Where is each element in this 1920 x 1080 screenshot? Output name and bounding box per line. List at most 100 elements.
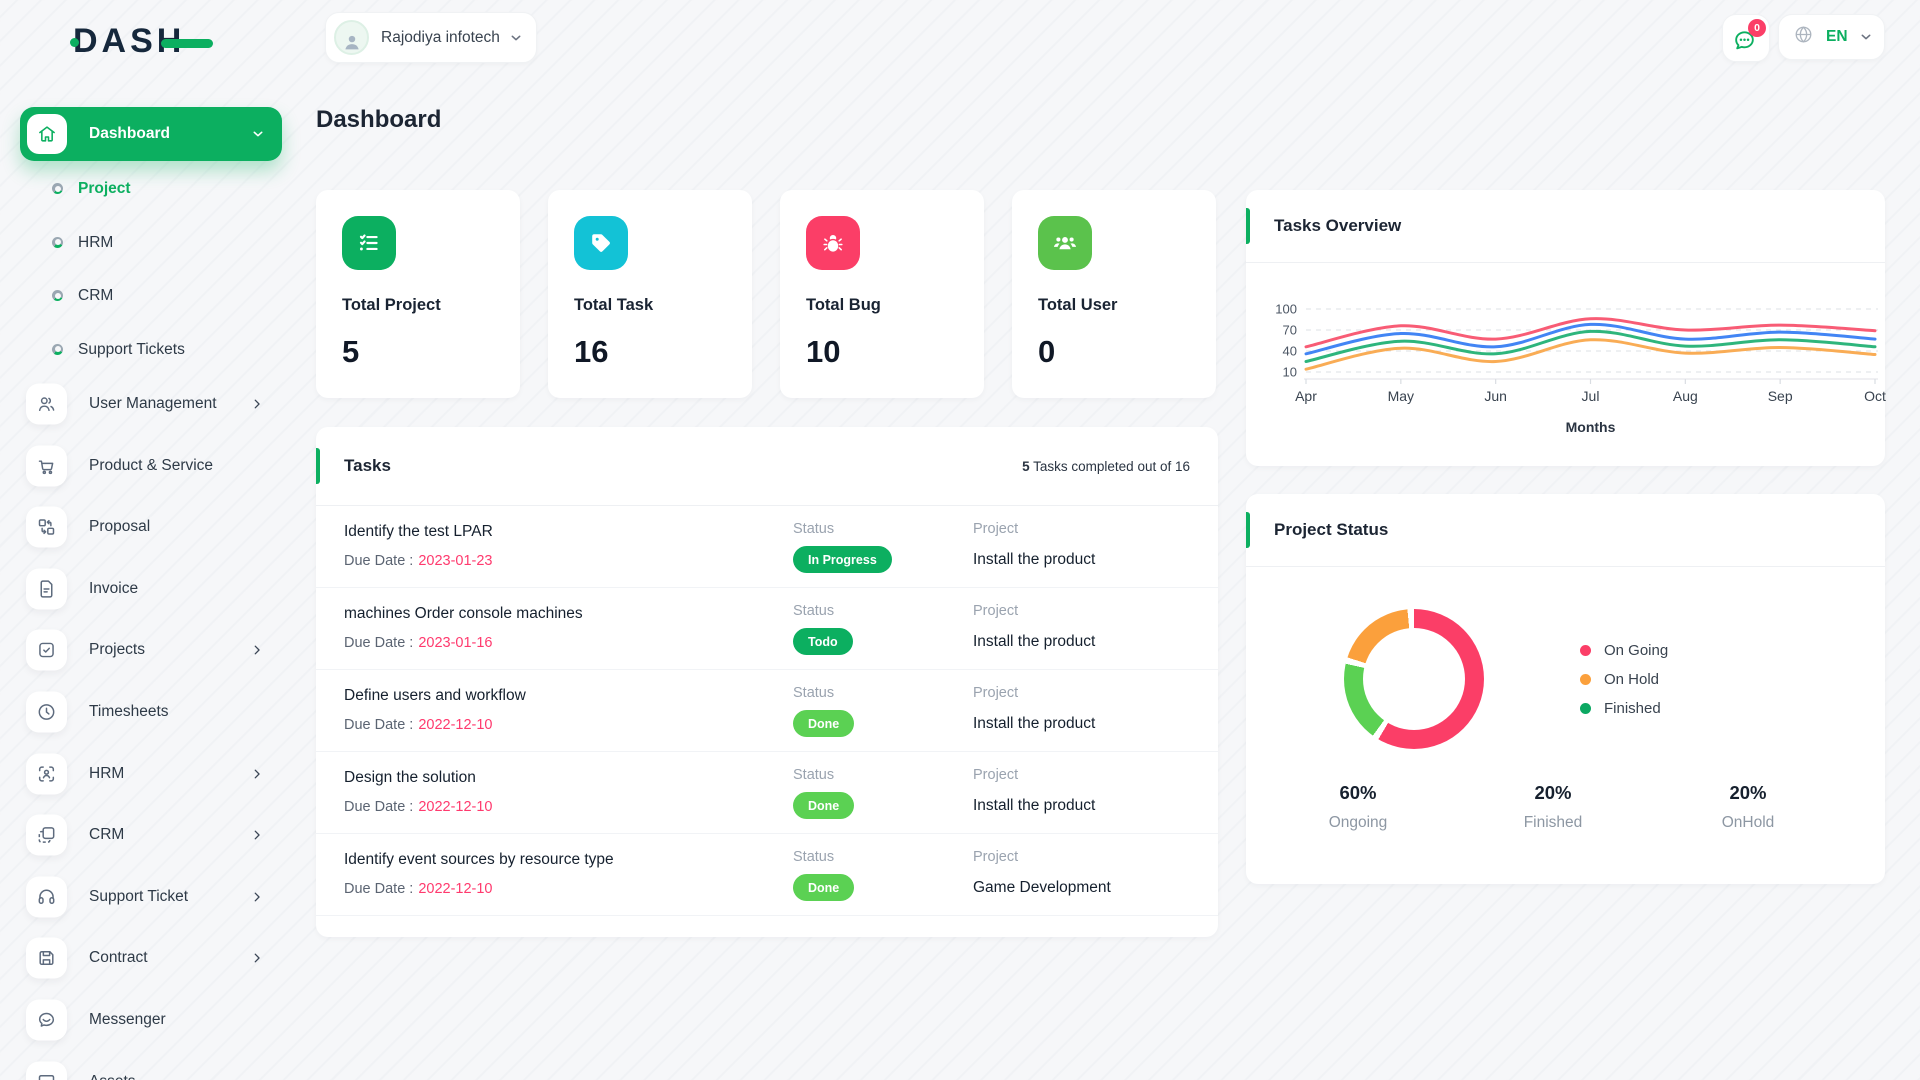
status-badge: Done — [793, 792, 855, 819]
legend-dot-icon — [1580, 645, 1591, 656]
sidebar-item-contract[interactable]: Contract — [0, 929, 300, 987]
sidebar-item-timesheets[interactable]: Timesheets — [0, 683, 300, 741]
due-date-label: Due Date : — [344, 799, 414, 815]
stat-value: 0 — [1038, 334, 1056, 369]
messages-button[interactable]: 0 — [1722, 14, 1770, 62]
sidebar-item-assets[interactable]: Assets — [0, 1053, 300, 1080]
sidebar-item-dashboard[interactable]: Dashboard — [20, 107, 282, 161]
company-selector[interactable]: Rajodiya infotech — [325, 12, 537, 63]
sidebar-item-hrm[interactable]: HRM — [0, 745, 300, 803]
status-stat-value: 20% — [1534, 782, 1572, 803]
chevron-down-icon — [1858, 29, 1874, 45]
status-stat-label: Ongoing — [1328, 814, 1388, 831]
task-project: Install the product — [973, 797, 1096, 814]
sidebar-item-proposal[interactable]: Proposal — [0, 498, 300, 556]
sidebar-item-label: HRM — [89, 764, 125, 782]
sidebar-item-product-service[interactable]: Product & Service — [0, 437, 300, 495]
due-date-label: Due Date : — [344, 717, 414, 733]
task-name: Design the solution — [344, 769, 476, 786]
stat-card-total-task: Total Task 16 — [548, 190, 752, 398]
task-row[interactable]: Identify event sources by resource type … — [316, 834, 1218, 916]
messenger-icon — [26, 999, 67, 1041]
proposal-icon — [26, 506, 67, 548]
project-column-label: Project — [973, 685, 1019, 701]
sidebar-subitem-crm[interactable]: CRM — [0, 271, 300, 321]
due-date-value: 2022-12-10 — [418, 799, 493, 815]
cart-icon — [26, 445, 67, 487]
page-title: Dashboard — [316, 106, 442, 133]
project-status-donut-chart — [1344, 609, 1484, 749]
chevron-right-icon — [250, 643, 264, 657]
task-row[interactable]: machines Order console machines Due Date… — [316, 588, 1218, 670]
logo-dot-icon — [70, 38, 79, 47]
bullet-icon — [52, 290, 63, 301]
tasks-overview-header: Tasks Overview — [1246, 190, 1885, 263]
hrm-icon — [26, 753, 67, 795]
task-name: Define users and workflow — [344, 687, 526, 704]
task-project: Game Development — [973, 879, 1111, 896]
stat-card-total-project: Total Project 5 — [316, 190, 520, 398]
sidebar-item-projects[interactable]: Projects — [0, 621, 300, 679]
bug-icon — [806, 216, 860, 270]
task-name: Identify event sources by resource type — [344, 851, 614, 868]
status-stat-label: Finished — [1523, 814, 1583, 831]
svg-text:Oct: Oct — [1864, 388, 1886, 404]
bullet-icon — [52, 236, 63, 248]
stat-label: Total Project — [342, 296, 441, 314]
chevron-right-icon — [250, 951, 264, 965]
svg-text:70: 70 — [1283, 323, 1297, 338]
sidebar-item-user-management[interactable]: User Management — [0, 375, 300, 433]
status-stat-label: OnHold — [1721, 814, 1775, 831]
svg-text:Jul: Jul — [1582, 388, 1600, 404]
sidebar-item-invoice[interactable]: Invoice — [0, 560, 300, 618]
sidebar-item-label: Proposal — [89, 518, 151, 536]
sidebar-subitem-hrm[interactable]: HRM — [0, 218, 300, 268]
legend-item: On Going — [1580, 636, 1668, 665]
tasks-overview-title: Tasks Overview — [1274, 216, 1402, 235]
chevron-right-icon — [250, 828, 264, 842]
task-row[interactable]: Define users and workflow Due Date :2022… — [316, 670, 1218, 752]
legend-dot-icon — [1580, 703, 1591, 714]
sidebar-item-label: Timesheets — [89, 703, 169, 720]
sidebar-item-crm[interactable]: CRM — [0, 806, 300, 864]
sidebar-subitem-label: Project — [78, 180, 131, 197]
usersgroup-icon — [1038, 216, 1092, 270]
chevron-right-icon — [250, 767, 264, 781]
stat-value: 16 — [574, 334, 609, 369]
users-icon — [26, 383, 67, 425]
chevron-down-icon — [250, 126, 266, 147]
task-row[interactable]: Identify the test LPAR Due Date :2023-01… — [316, 506, 1218, 588]
crm-icon — [26, 814, 67, 856]
svg-text:May: May — [1388, 388, 1414, 404]
sidebar-item-messenger[interactable]: Messenger — [0, 991, 300, 1049]
tasks-summary: 5 Tasks completed out of 16 — [1022, 459, 1190, 474]
logo-dash-icon — [161, 39, 213, 48]
due-date-value: 2022-12-10 — [418, 881, 493, 897]
stat-value: 5 — [342, 334, 360, 369]
sidebar-subitem-label: HRM — [78, 233, 114, 251]
due-date-value: 2023-01-23 — [418, 553, 493, 569]
sidebar-subitem-support-tickets[interactable]: Support Tickets — [0, 325, 300, 375]
stat-label: Total Bug — [806, 296, 881, 314]
status-column-label: Status — [793, 521, 835, 537]
avatar — [334, 20, 369, 55]
stat-card-total-user: Total User 0 — [1012, 190, 1216, 398]
project-column-label: Project — [973, 849, 1019, 865]
status-column-label: Status — [793, 767, 835, 783]
legend-label: On Going — [1604, 642, 1669, 659]
sidebar-subitem-project[interactable]: Project — [0, 164, 300, 214]
task-name: machines Order console machines — [344, 605, 583, 622]
due-date-label: Due Date : — [344, 881, 414, 897]
sidebar-subitem-label: Support Tickets — [78, 340, 185, 358]
status-column-label: Status — [793, 603, 835, 619]
svg-text:Aug: Aug — [1673, 388, 1698, 404]
sidebar-item-label: User Management — [89, 395, 217, 412]
tag-icon — [574, 216, 628, 270]
sidebar-item-label: Contract — [89, 949, 148, 967]
language-selector[interactable]: EN — [1778, 14, 1885, 60]
sidebar-item-support-ticket[interactable]: Support Ticket — [0, 868, 300, 926]
task-row[interactable]: Design the solution Due Date :2022-12-10… — [316, 752, 1218, 834]
status-badge: Done — [793, 874, 855, 901]
sidebar-subitem-label: CRM — [78, 287, 114, 304]
stats-row: Total Project 5 Total Task 16 Total Bug … — [316, 190, 1216, 398]
